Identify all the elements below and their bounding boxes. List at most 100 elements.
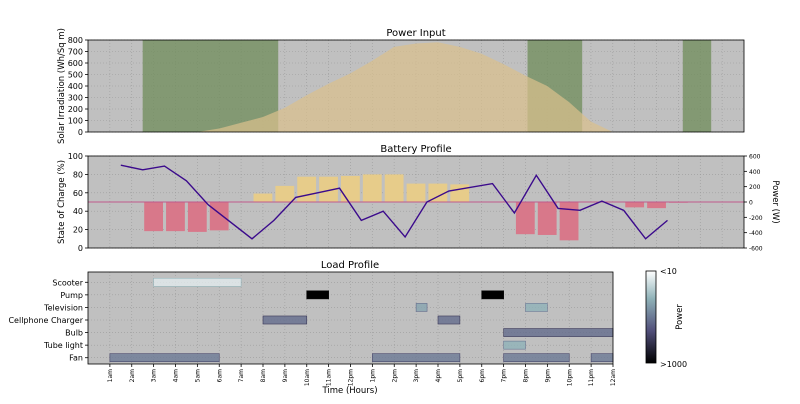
colorbar-top-label: <10 bbox=[660, 267, 677, 276]
power-input-y-tick-label: 600 bbox=[68, 59, 83, 68]
load-x-tick-label: 3am bbox=[151, 369, 158, 382]
discharge-bar bbox=[144, 202, 164, 232]
load-segment-pump bbox=[306, 290, 329, 300]
load-segment-fan bbox=[590, 353, 614, 363]
discharge-bar bbox=[187, 202, 207, 232]
load-x-tick-label: 7pm bbox=[501, 369, 508, 383]
battery-y-label: State of Charge (%) bbox=[57, 160, 67, 244]
battery-power-tick-label: 200 bbox=[749, 184, 761, 191]
load-title: Load Profile bbox=[321, 260, 379, 271]
charge-bar bbox=[450, 184, 470, 202]
load-segment-fan bbox=[503, 353, 570, 363]
load-x-tick-label: 1pm bbox=[369, 369, 376, 383]
power-input-y-ticks: 0 100 200 300 400 500 600 700 800 bbox=[68, 36, 88, 137]
load-x-tick-label: 7am bbox=[238, 369, 245, 382]
load-category-labels: Scooter Pump Television Cellphone Charger Bu… bbox=[8, 278, 88, 363]
battery-soc-tick-label: 40 bbox=[73, 207, 83, 216]
discharge-bar bbox=[515, 202, 535, 235]
load-x-tick-label: 4am bbox=[173, 369, 180, 382]
load-category-label: Fan bbox=[69, 354, 83, 363]
load-segment-fan bbox=[372, 353, 461, 363]
battery-power-tick-label: -200 bbox=[749, 215, 763, 222]
charge-bar bbox=[428, 183, 448, 202]
power-input-y-tick-label: 0 bbox=[78, 128, 83, 137]
battery-power-tick-label: -600 bbox=[749, 246, 763, 253]
charge-bar bbox=[340, 175, 360, 202]
load-x-tick-label: 9am bbox=[282, 369, 289, 382]
power-input-y-tick-label: 700 bbox=[68, 48, 83, 57]
battery-power-bars bbox=[144, 174, 688, 241]
load-x-tick-label: 6pm bbox=[479, 369, 486, 383]
load-profile-panel: Scooter Pump Television Cellphone Charger Bu… bbox=[8, 260, 617, 396]
discharge-bar bbox=[209, 202, 229, 231]
charge-bar bbox=[297, 176, 317, 202]
discharge-bar bbox=[166, 202, 185, 232]
load-x-tick-label: 2pm bbox=[391, 369, 398, 383]
load-segments bbox=[109, 277, 614, 363]
load-x-tick-label: 3pm bbox=[413, 369, 420, 383]
solar-irradiation-area bbox=[88, 42, 613, 132]
load-segment-fan bbox=[109, 353, 220, 363]
discharge-bar bbox=[559, 202, 579, 241]
power-input-y-tick-label: 100 bbox=[68, 117, 83, 126]
load-segment-television bbox=[415, 303, 428, 312]
battery-y2-label: Power (W) bbox=[770, 180, 780, 223]
discharge-bar bbox=[537, 202, 557, 235]
load-segment-cellphone-charger bbox=[437, 315, 461, 325]
load-x-tick-label: 12pm bbox=[348, 369, 355, 386]
power-input-shaded-region bbox=[142, 40, 279, 132]
load-segment-cellphone-charger bbox=[262, 315, 308, 325]
charge-bar bbox=[275, 185, 295, 202]
power-input-panel: 0 100 200 300 400 500 600 700 800 Power Input So… bbox=[57, 28, 745, 144]
power-input-shaded-region bbox=[682, 40, 712, 132]
battery-soc-ticks: 0 20 40 60 80 100 bbox=[68, 152, 88, 253]
load-segment-tube-light bbox=[503, 340, 526, 350]
power-input-y-tick-label: 500 bbox=[68, 71, 83, 80]
charge-bar bbox=[384, 174, 404, 202]
load-x-label: Time (Hours) bbox=[321, 386, 377, 396]
power-input-y-tick-label: 800 bbox=[68, 36, 83, 45]
charge-bar bbox=[362, 174, 382, 202]
load-x-tick-label: 6am bbox=[216, 369, 223, 382]
load-x-tick-label: 11pm bbox=[588, 369, 595, 386]
charge-bar bbox=[319, 176, 338, 202]
load-x-tick-label: 5am bbox=[194, 369, 201, 382]
colorbar-gradient bbox=[645, 270, 657, 364]
load-category-label: Television bbox=[43, 303, 83, 312]
load-segment-scooter bbox=[153, 277, 242, 287]
load-category-label: Scooter bbox=[52, 278, 83, 287]
power-input-y-label: Solar Irradiation (Wh/Sq m) bbox=[57, 28, 67, 144]
battery-profile-panel: 0 20 40 60 80 100 600 400 200 0 -200 -400 -600 Batt… bbox=[57, 144, 780, 253]
load-x-tick-label: 12am bbox=[610, 369, 617, 386]
battery-soc-tick-label: 0 bbox=[78, 244, 83, 253]
battery-power-tick-label: 600 bbox=[749, 154, 761, 161]
load-x-tick-label: 11am bbox=[326, 369, 333, 386]
load-category-label: Tube light bbox=[43, 341, 83, 350]
load-x-tick-label: 10am bbox=[304, 369, 311, 386]
battery-power-tick-label: -400 bbox=[749, 230, 763, 237]
load-category-label: Bulb bbox=[65, 329, 83, 338]
battery-power-tick-label: 0 bbox=[749, 200, 753, 207]
power-input-y-tick-label: 200 bbox=[68, 105, 83, 114]
charge-bar bbox=[253, 193, 273, 202]
battery-soc-tick-label: 100 bbox=[68, 152, 83, 161]
power-colorbar: <10 >1000 Power bbox=[645, 267, 687, 369]
power-input-y-tick-label: 300 bbox=[68, 94, 83, 103]
colorbar-bottom-label: >1000 bbox=[660, 360, 687, 369]
power-input-title: Power Input bbox=[386, 28, 445, 39]
colorbar-label: Power bbox=[675, 304, 685, 330]
load-x-tick-label: 4pm bbox=[435, 369, 442, 383]
load-segment-television bbox=[525, 303, 548, 312]
charge-bar bbox=[406, 183, 426, 202]
power-input-y-tick-label: 400 bbox=[68, 82, 83, 91]
load-x-tick-label: 5pm bbox=[457, 369, 464, 383]
load-x-tick-label: 1am bbox=[107, 369, 114, 382]
load-segment-bulb bbox=[503, 328, 614, 337]
battery-soc-tick-label: 20 bbox=[73, 226, 83, 235]
load-category-label: Cellphone Charger bbox=[8, 316, 83, 325]
load-x-tick-label: 9pm bbox=[544, 369, 551, 383]
battery-title: Battery Profile bbox=[380, 144, 451, 155]
load-time-ticks: 1am 2am 3am 4am 5am 6am 7am 8am 9am 10am 11am 12pm 1… bbox=[107, 364, 617, 386]
discharge-bar bbox=[647, 202, 666, 209]
